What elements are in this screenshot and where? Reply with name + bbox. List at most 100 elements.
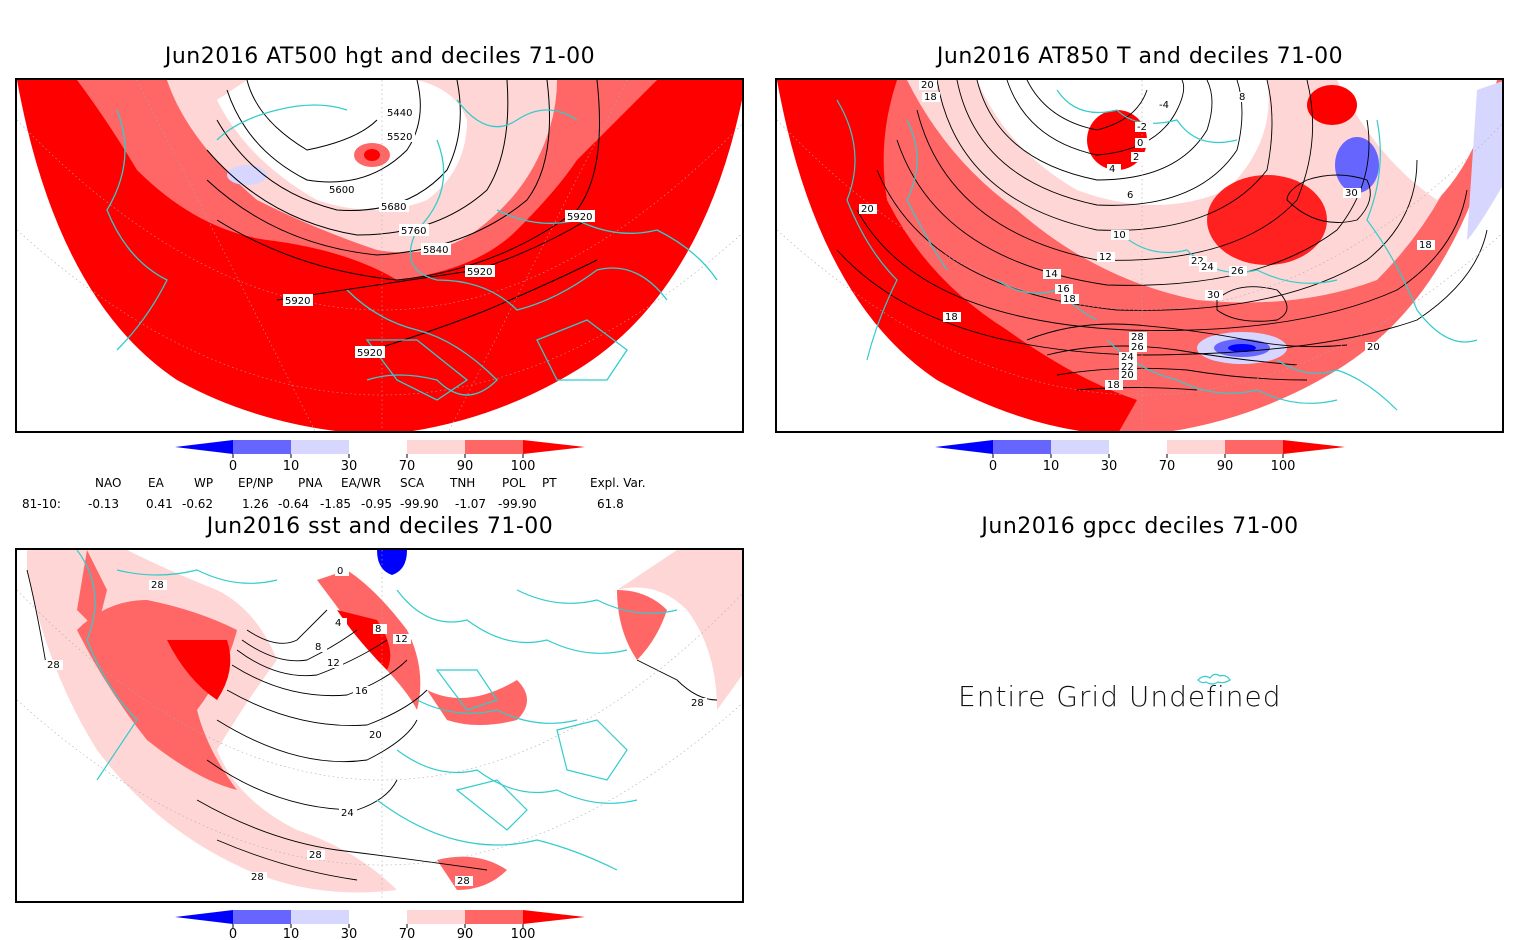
cbar3-label-100: 100 bbox=[511, 927, 536, 940]
map-at850-svg: 20 18 -4 -2 0 2 4 6 10 12 14 16 18 20 22… bbox=[777, 80, 1502, 431]
svg-text:18: 18 bbox=[1419, 240, 1432, 251]
cbar-seg-4 bbox=[407, 440, 465, 454]
svg-text:28: 28 bbox=[151, 580, 164, 591]
svg-text:5920: 5920 bbox=[357, 348, 382, 359]
t850-label-m4: -4 bbox=[1157, 100, 1175, 111]
sst-contour-labels: 28 28 0 4 8 12 16 20 24 28 28 28 8 12 28 bbox=[45, 566, 707, 887]
temp-contours bbox=[836, 80, 1488, 391]
svg-text:24: 24 bbox=[1121, 352, 1134, 363]
svg-text:2: 2 bbox=[1133, 152, 1139, 163]
t850-label-22-b: 22 bbox=[1119, 362, 1137, 373]
idx-header-pna: PNA bbox=[298, 476, 323, 490]
cbar3-label-30: 30 bbox=[341, 927, 358, 940]
svg-text:16: 16 bbox=[1057, 284, 1070, 295]
idx-header-wp: WP bbox=[194, 476, 214, 490]
t850-label-0: 0 bbox=[1135, 138, 1149, 149]
svg-text:24: 24 bbox=[341, 808, 354, 819]
colorbar-sst: 0 10 30 70 90 100 bbox=[175, 910, 585, 940]
svg-text:28: 28 bbox=[47, 660, 60, 671]
t850-label-22: 22 bbox=[1189, 256, 1207, 267]
cbar2-label-30: 30 bbox=[1101, 459, 1118, 474]
cbar2-label-100: 100 bbox=[1271, 459, 1296, 474]
svg-text:26: 26 bbox=[1131, 342, 1144, 353]
t850-label-18-c: 18 bbox=[1105, 380, 1123, 391]
sst-label-24: 24 bbox=[339, 808, 357, 819]
cbar-label-100: 100 bbox=[511, 459, 536, 474]
contour-label-5920-a: 5920 bbox=[565, 210, 595, 223]
contour-label-5600: 5600 bbox=[327, 183, 357, 196]
svg-text:30: 30 bbox=[1345, 188, 1358, 199]
shade-blue-core bbox=[1228, 344, 1256, 352]
gpcc-speck bbox=[1197, 673, 1231, 685]
t850-label-28: 28 bbox=[1129, 332, 1147, 343]
sst-label-28-b: 28 bbox=[45, 660, 63, 671]
svg-text:18: 18 bbox=[924, 92, 937, 103]
svg-text:12: 12 bbox=[327, 658, 340, 669]
colorbar-at850: 0 10 30 70 90 100 bbox=[935, 440, 1345, 474]
t850-label-20-d: 20 bbox=[1365, 342, 1383, 353]
t850-label-12: 12 bbox=[1097, 252, 1115, 263]
svg-text:28: 28 bbox=[309, 850, 322, 861]
cbar3-label-70: 70 bbox=[399, 927, 416, 940]
contour-label-5760: 5760 bbox=[399, 224, 429, 237]
idx-value-epnp: 1.26 bbox=[242, 497, 269, 511]
svg-text:5600: 5600 bbox=[329, 185, 354, 196]
svg-text:12: 12 bbox=[395, 634, 408, 645]
contour-label-5920-b: 5920 bbox=[465, 265, 495, 278]
shade-lightred-ne bbox=[617, 550, 742, 710]
svg-text:28: 28 bbox=[251, 872, 264, 883]
cbar-seg-1 bbox=[233, 440, 291, 454]
cbar-label-70: 70 bbox=[399, 459, 416, 474]
sst-label-28-c: 28 bbox=[307, 850, 325, 861]
shade-midred-med bbox=[427, 680, 527, 725]
t850-label-18-a: 18 bbox=[922, 92, 940, 103]
svg-text:5920: 5920 bbox=[285, 296, 310, 307]
idx-header-eawr: EA/WR bbox=[341, 476, 382, 490]
shade-spot-core bbox=[364, 149, 380, 161]
svg-text:22: 22 bbox=[1191, 256, 1204, 267]
sst-label-8-b: 8 bbox=[373, 624, 387, 635]
idx-value-sca: -0.95 bbox=[361, 497, 393, 511]
svg-text:12: 12 bbox=[1099, 252, 1112, 263]
t850-label-8: 8 bbox=[1237, 92, 1251, 103]
sst-contours bbox=[26, 569, 718, 881]
sst-label-20: 20 bbox=[367, 730, 385, 741]
shade-red-w bbox=[167, 640, 231, 700]
graticule bbox=[17, 550, 742, 901]
t850-label-26: 26 bbox=[1229, 266, 1247, 277]
idx-header-nao: NAO bbox=[95, 476, 122, 490]
svg-text:4: 4 bbox=[335, 618, 341, 629]
graticule bbox=[17, 80, 742, 431]
panel-title-gpcc: Jun2016 gpcc deciles 71-00 bbox=[981, 514, 1299, 539]
idx-value-pt: -99.90 bbox=[498, 497, 537, 511]
svg-text:-4: -4 bbox=[1159, 100, 1169, 111]
sst-label-28-d: 28 bbox=[249, 872, 267, 883]
idx-header-pol: POL bbox=[502, 476, 526, 490]
panel-title-at500: Jun2016 AT500 hgt and deciles 71-00 bbox=[164, 44, 596, 69]
idx-header-tnh: TNH bbox=[450, 476, 476, 490]
map-sst: 28 28 0 4 8 12 16 20 24 28 28 28 8 12 28 bbox=[15, 548, 744, 903]
shade-midred-nw bbox=[77, 550, 107, 630]
shade-blue-baltic bbox=[377, 550, 407, 575]
svg-text:5920: 5920 bbox=[567, 212, 592, 223]
sst-label-28-a: 28 bbox=[149, 580, 167, 591]
svg-text:20: 20 bbox=[861, 204, 874, 215]
t850-label-6: 6 bbox=[1125, 190, 1139, 201]
svg-text:14: 14 bbox=[1045, 269, 1058, 280]
idx-header-explvar: Expl. Var. bbox=[590, 476, 646, 490]
map-sst-svg: 28 28 0 4 8 12 16 20 24 28 28 28 8 12 28 bbox=[17, 550, 742, 901]
contour-label-5920-d: 5920 bbox=[355, 346, 385, 359]
t850-label-26-b: 26 bbox=[1129, 342, 1147, 353]
svg-text:5920: 5920 bbox=[467, 267, 492, 278]
panel-title-at850: Jun2016 AT850 T and deciles 71-00 bbox=[936, 44, 1344, 69]
svg-text:10: 10 bbox=[1113, 230, 1126, 241]
t850-label-18-b: 18 bbox=[1061, 294, 1079, 305]
svg-text:26: 26 bbox=[1231, 266, 1244, 277]
contour-label-5840: 5840 bbox=[421, 243, 451, 256]
cbar-label-0: 0 bbox=[229, 459, 237, 474]
svg-text:16: 16 bbox=[355, 686, 368, 697]
shade-red-spot-3 bbox=[1307, 85, 1357, 125]
svg-text:20: 20 bbox=[1121, 370, 1134, 381]
cbar-seg-5 bbox=[465, 440, 523, 454]
t850-label-m2: -2 bbox=[1135, 122, 1153, 133]
